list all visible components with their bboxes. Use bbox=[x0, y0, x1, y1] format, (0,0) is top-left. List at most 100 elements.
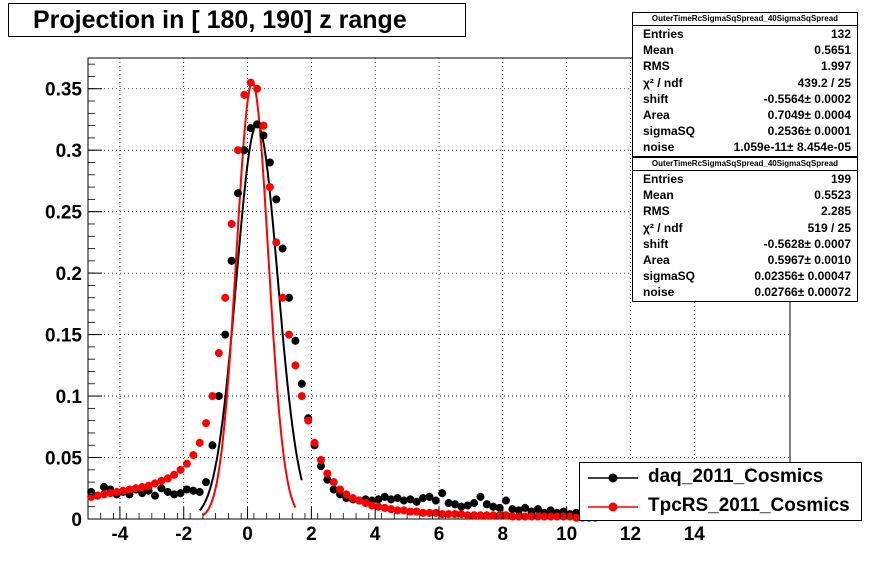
data-point-daq_2011_Cosmics bbox=[265, 158, 274, 167]
data-point-daq_2011_Cosmics bbox=[189, 486, 198, 495]
data-point-TpcRS_2011_Cosmics bbox=[431, 508, 440, 517]
stats-row-noise: noise 0.02766± 0.00072 bbox=[643, 285, 851, 300]
data-point-daq_2011_Cosmics bbox=[329, 485, 338, 494]
data-point-TpcRS_2011_Cosmics bbox=[214, 349, 223, 358]
data-point-TpcRS_2011_Cosmics bbox=[182, 459, 191, 468]
data-point-daq_2011_Cosmics bbox=[291, 336, 300, 345]
data-point-TpcRS_2011_Cosmics bbox=[240, 90, 249, 99]
data-point-daq_2011_Cosmics bbox=[393, 494, 402, 503]
x-tick-label: 8 bbox=[498, 524, 509, 545]
data-point-daq_2011_Cosmics bbox=[431, 496, 440, 505]
data-point-daq_2011_Cosmics bbox=[195, 487, 204, 496]
y-tick-label: 0.3 bbox=[56, 141, 82, 162]
y-tick-label: 0 bbox=[71, 510, 82, 531]
data-point-daq_2011_Cosmics bbox=[406, 495, 415, 504]
x-tick-label: 10 bbox=[556, 524, 577, 545]
data-point-daq_2011_Cosmics bbox=[489, 502, 498, 511]
legend-entry-daq: daq_2011_Cosmics bbox=[580, 463, 861, 492]
data-point-daq_2011_Cosmics bbox=[482, 500, 491, 509]
y-tick-label: 0.2 bbox=[56, 264, 82, 285]
y-tick-label: 0.25 bbox=[45, 203, 82, 224]
data-point-TpcRS_2011_Cosmics bbox=[393, 506, 402, 515]
data-point-TpcRS_2011_Cosmics bbox=[546, 512, 555, 521]
data-point-TpcRS_2011_Cosmics bbox=[489, 511, 498, 520]
data-point-daq_2011_Cosmics bbox=[502, 496, 511, 505]
data-point-TpcRS_2011_Cosmics bbox=[195, 438, 204, 447]
data-point-TpcRS_2011_Cosmics bbox=[233, 146, 242, 155]
data-point-daq_2011_Cosmics bbox=[297, 379, 306, 388]
stats-row-sigmasq: sigmaSQ 0.2536± 0.0001 bbox=[643, 124, 851, 139]
x-tick-label: -2 bbox=[175, 524, 192, 545]
data-point-TpcRS_2011_Cosmics bbox=[482, 511, 491, 520]
legend-marker-tpcrs bbox=[588, 502, 638, 512]
data-point-daq_2011_Cosmics bbox=[285, 293, 294, 302]
stats-row-mean: Mean 0.5523 bbox=[643, 188, 851, 203]
x-tick-label: 14 bbox=[684, 524, 706, 545]
data-point-TpcRS_2011_Cosmics bbox=[399, 506, 408, 515]
data-point-TpcRS_2011_Cosmics bbox=[93, 491, 102, 500]
data-point-TpcRS_2011_Cosmics bbox=[316, 455, 325, 464]
data-point-daq_2011_Cosmics bbox=[470, 499, 479, 508]
data-point-TpcRS_2011_Cosmics bbox=[151, 479, 160, 488]
legend-label-tpcrs: TpcRS_2011_Cosmics bbox=[648, 495, 850, 516]
data-point-TpcRS_2011_Cosmics bbox=[361, 499, 370, 508]
stats-box-tpcrs: OuterTimeRcSigmaSqSpread_40SigmaSqSpread… bbox=[632, 157, 858, 302]
data-point-daq_2011_Cosmics bbox=[425, 492, 434, 501]
data-series bbox=[87, 78, 600, 522]
stats-row-sigmasq: sigmaSQ 0.02356± 0.00047 bbox=[643, 269, 851, 284]
data-point-TpcRS_2011_Cosmics bbox=[163, 474, 172, 483]
data-point-TpcRS_2011_Cosmics bbox=[221, 293, 230, 302]
data-point-TpcRS_2011_Cosmics bbox=[540, 512, 549, 521]
data-point-daq_2011_Cosmics bbox=[508, 505, 517, 514]
stats-header: OuterTimeRcSigmaSqSpread_40SigmaSqSpread bbox=[633, 13, 857, 26]
stats-row-chi2: χ² / ndf 439.2 / 25 bbox=[643, 75, 851, 90]
data-point-TpcRS_2011_Cosmics bbox=[374, 502, 383, 511]
data-point-daq_2011_Cosmics bbox=[412, 497, 421, 506]
data-point-TpcRS_2011_Cosmics bbox=[99, 490, 108, 499]
data-point-TpcRS_2011_Cosmics bbox=[144, 481, 153, 490]
data-point-daq_2011_Cosmics bbox=[323, 475, 332, 484]
data-point-daq_2011_Cosmics bbox=[374, 495, 383, 504]
data-point-TpcRS_2011_Cosmics bbox=[342, 490, 351, 499]
data-point-TpcRS_2011_Cosmics bbox=[202, 419, 211, 428]
data-point-daq_2011_Cosmics bbox=[233, 189, 242, 198]
y-tick-label: 0.05 bbox=[45, 449, 82, 470]
data-point-TpcRS_2011_Cosmics bbox=[106, 489, 115, 498]
data-point-daq_2011_Cosmics bbox=[450, 500, 459, 509]
data-point-TpcRS_2011_Cosmics bbox=[565, 512, 574, 521]
data-point-daq_2011_Cosmics bbox=[521, 503, 530, 512]
data-point-TpcRS_2011_Cosmics bbox=[412, 507, 421, 516]
data-point-daq_2011_Cosmics bbox=[138, 489, 147, 498]
data-point-TpcRS_2011_Cosmics bbox=[304, 416, 313, 425]
data-point-TpcRS_2011_Cosmics bbox=[572, 513, 581, 522]
data-point-daq_2011_Cosmics bbox=[278, 244, 287, 253]
data-point-daq_2011_Cosmics bbox=[163, 487, 172, 496]
y-tick-label: 0.15 bbox=[45, 326, 82, 347]
data-point-TpcRS_2011_Cosmics bbox=[285, 330, 294, 339]
stats-row-noise: noise 1.059e-11± 8.454e-05 bbox=[643, 140, 851, 155]
data-point-daq_2011_Cosmics bbox=[272, 195, 281, 204]
stats-row-entries: Entries 199 bbox=[643, 172, 851, 186]
data-point-TpcRS_2011_Cosmics bbox=[508, 512, 517, 521]
data-point-TpcRS_2011_Cosmics bbox=[170, 470, 179, 479]
y-tick-label: 0.1 bbox=[56, 387, 83, 408]
fit-curves bbox=[198, 81, 303, 517]
data-point-daq_2011_Cosmics bbox=[170, 490, 179, 499]
legend-entry-tpcrs: TpcRS_2011_Cosmics bbox=[580, 492, 861, 520]
data-point-daq_2011_Cosmics bbox=[182, 485, 191, 494]
stats-row-rms: RMS 2.285 bbox=[643, 204, 851, 219]
data-point-daq_2011_Cosmics bbox=[151, 491, 160, 500]
data-point-daq_2011_Cosmics bbox=[419, 494, 428, 503]
data-point-TpcRS_2011_Cosmics bbox=[521, 512, 530, 521]
data-point-TpcRS_2011_Cosmics bbox=[138, 483, 147, 492]
data-point-TpcRS_2011_Cosmics bbox=[476, 511, 485, 520]
data-point-TpcRS_2011_Cosmics bbox=[112, 487, 121, 496]
data-point-daq_2011_Cosmics bbox=[399, 496, 408, 505]
data-point-TpcRS_2011_Cosmics bbox=[272, 238, 281, 247]
fit-curve-TpcRS_2011_Cosmics bbox=[202, 81, 297, 517]
data-point-TpcRS_2011_Cosmics bbox=[514, 512, 523, 521]
data-point-daq_2011_Cosmics bbox=[533, 505, 542, 514]
x-tick-label: 2 bbox=[306, 524, 317, 545]
data-point-daq_2011_Cosmics bbox=[514, 506, 523, 515]
data-point-daq_2011_Cosmics bbox=[221, 330, 230, 339]
